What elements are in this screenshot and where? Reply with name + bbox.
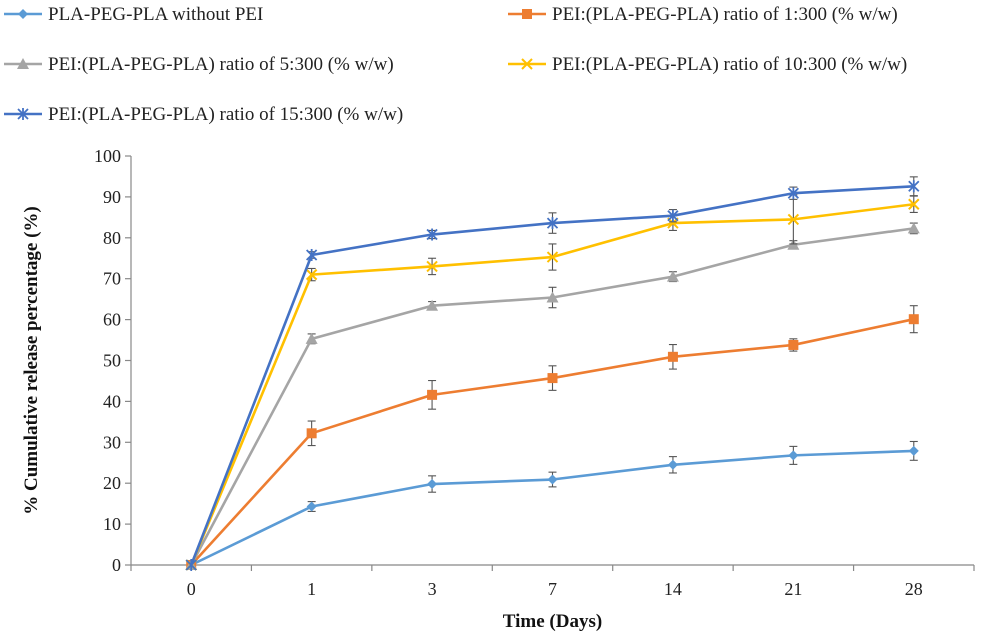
x-axis-title: Time (Days) bbox=[503, 611, 602, 632]
marker-stroke bbox=[426, 260, 438, 273]
marker-stroke bbox=[521, 58, 533, 70]
legend-swatch-marker bbox=[17, 108, 29, 120]
legend-label: PEI:(PLA-PEG-PLA) ratio of 10:300 (% w/w… bbox=[552, 54, 907, 75]
data-point bbox=[305, 268, 318, 281]
data-point bbox=[547, 373, 558, 384]
legend-item-2: PEI:(PLA-PEG-PLA) ratio of 1:300 (% w/w) bbox=[508, 4, 898, 25]
x-tick-label: 1 bbox=[307, 579, 316, 599]
series-1 bbox=[186, 440, 919, 570]
legend-label: PEI:(PLA-PEG-PLA) ratio of 15:300 (% w/w… bbox=[48, 104, 403, 125]
y-tick-label: 70 bbox=[103, 269, 121, 289]
legend-swatch-marker bbox=[17, 58, 29, 69]
x-tick-label: 0 bbox=[187, 579, 196, 599]
legend-item-5: PEI:(PLA-PEG-PLA) ratio of 15:300 (% w/w… bbox=[4, 104, 403, 125]
y-tick-label: 60 bbox=[103, 310, 121, 330]
series-5 bbox=[185, 176, 920, 571]
y-tick-label: 30 bbox=[103, 432, 121, 452]
data-point bbox=[787, 187, 799, 200]
data-point bbox=[546, 217, 559, 230]
data-point bbox=[667, 351, 678, 362]
legend-swatch-marker bbox=[522, 9, 532, 19]
data-point bbox=[787, 213, 800, 226]
data-point bbox=[306, 248, 318, 261]
legend-swatch-marker bbox=[521, 58, 533, 70]
data-point bbox=[426, 299, 439, 311]
data-point bbox=[427, 389, 438, 400]
data-point bbox=[908, 314, 919, 325]
y-tick-label: 40 bbox=[103, 391, 121, 411]
y-tick-label: 80 bbox=[103, 228, 121, 248]
data-point bbox=[185, 559, 197, 571]
axes: 0 10 20 30 40 50 60 70 80 90 100 0 1 3 7 14 21 28 Time (… bbox=[21, 146, 975, 632]
series-line bbox=[190, 449, 914, 567]
data-point bbox=[666, 270, 679, 282]
series-line bbox=[190, 317, 915, 566]
legend-item-4: PEI:(PLA-PEG-PLA) ratio of 10:300 (% w/w… bbox=[508, 54, 907, 75]
y-tick-label: 10 bbox=[103, 514, 121, 534]
legend-swatch-marker bbox=[18, 9, 28, 19]
data-point bbox=[788, 339, 799, 350]
legend-item-3: PEI:(PLA-PEG-PLA) ratio of 5:300 (% w/w) bbox=[4, 54, 394, 75]
data-point bbox=[667, 459, 678, 470]
data-point bbox=[426, 228, 438, 241]
data-point bbox=[908, 445, 919, 456]
y-tick-label: 20 bbox=[103, 473, 121, 493]
series-3 bbox=[185, 222, 920, 570]
marker-stroke bbox=[305, 268, 318, 281]
data-point bbox=[306, 501, 317, 512]
data-point bbox=[426, 260, 438, 273]
x-tick-label: 3 bbox=[428, 579, 437, 599]
x-tick-label: 21 bbox=[784, 579, 802, 599]
y-ticks: 0 10 20 30 40 50 60 70 80 90 100 bbox=[94, 146, 131, 575]
data-point bbox=[908, 180, 920, 193]
series-line bbox=[190, 227, 914, 566]
y-tick-label: 100 bbox=[94, 146, 121, 166]
series-layer bbox=[185, 176, 920, 571]
y-axis-title: % Cumulative release percentage (%) bbox=[21, 206, 42, 515]
x-ticks: 0 1 3 7 14 21 28 bbox=[130, 565, 975, 599]
series-4 bbox=[185, 194, 920, 571]
series-2 bbox=[186, 305, 919, 570]
data-point bbox=[907, 222, 920, 234]
data-point bbox=[546, 291, 559, 303]
legend-label: PEI:(PLA-PEG-PLA) ratio of 1:300 (% w/w) bbox=[552, 4, 898, 25]
data-point bbox=[546, 251, 559, 263]
legend-label: PLA-PEG-PLA without PEI bbox=[48, 4, 263, 25]
data-point bbox=[788, 450, 799, 461]
x-tick-label: 14 bbox=[664, 579, 682, 599]
marker-stroke bbox=[787, 213, 800, 226]
data-point bbox=[547, 474, 558, 485]
marker-stroke bbox=[546, 251, 559, 263]
marker-stroke bbox=[908, 198, 920, 210]
x-tick-label: 28 bbox=[905, 579, 923, 599]
legend: PLA-PEG-PLA without PEI PEI:(PLA-PEG-PLA)… bbox=[4, 4, 907, 125]
data-point bbox=[305, 332, 318, 344]
data-point bbox=[908, 198, 920, 210]
y-tick-label: 0 bbox=[112, 555, 121, 575]
data-point bbox=[306, 428, 317, 439]
y-tick-label: 90 bbox=[103, 187, 121, 207]
data-point bbox=[667, 209, 679, 222]
data-point bbox=[427, 479, 438, 490]
legend-label: PEI:(PLA-PEG-PLA) ratio of 5:300 (% w/w) bbox=[48, 54, 394, 75]
legend-item-1: PLA-PEG-PLA without PEI bbox=[4, 4, 263, 25]
x-tick-label: 7 bbox=[548, 579, 557, 599]
y-tick-label: 50 bbox=[103, 351, 121, 371]
